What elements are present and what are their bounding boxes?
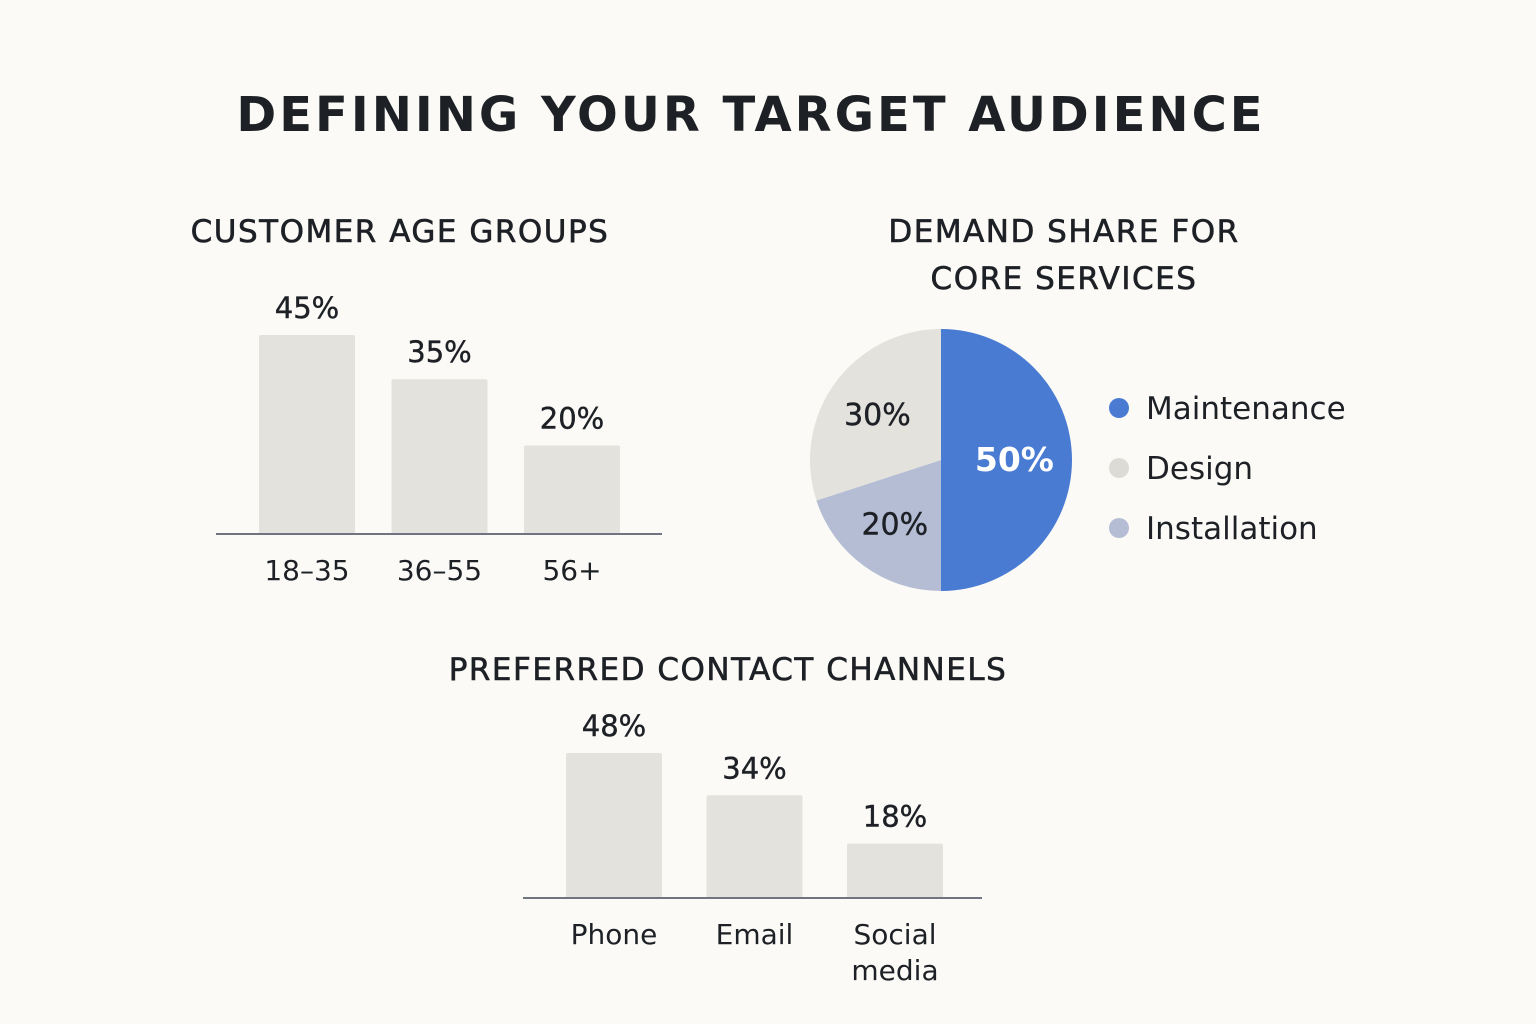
contact-tick-label-3-line-1: Social — [853, 918, 936, 951]
age-bar-2 — [391, 379, 488, 534]
age-value-label-2: 35% — [407, 335, 471, 369]
legend-label-design: Design — [1146, 451, 1253, 487]
contact-channels-chart: PREFERRED CONTACT CHANNELS 48% Phone 34% Em… — [448, 652, 1008, 987]
age-tick-label-2: 36–55 — [397, 554, 482, 587]
pie-slice-maintenance — [941, 329, 1072, 591]
demand-share-title-line-2: CORE SERVICES — [931, 261, 1198, 297]
pie-label-installation: 20% — [861, 508, 928, 543]
contact-bar-3 — [847, 843, 943, 898]
contact-value-label-3: 18% — [863, 800, 927, 834]
contact-value-label-1: 48% — [582, 709, 646, 743]
contact-tick-label-3-line-2: media — [851, 954, 938, 987]
legend-marker-design — [1109, 458, 1129, 478]
demand-share-title-line-1: DEMAND SHARE FOR — [888, 214, 1239, 250]
age-bar-3 — [524, 445, 620, 534]
legend-label-installation: Installation — [1146, 511, 1318, 547]
pie-slice-installation — [816, 460, 941, 591]
age-groups-title: CUSTOMER AGE GROUPS — [191, 214, 610, 250]
age-groups-chart: CUSTOMER AGE GROUPS 45% 18–35 35% 36–55 20% 5… — [190, 214, 662, 587]
demand-share-chart: DEMAND SHARE FOR CORE SERVICES 50% 20% 30%… — [810, 214, 1346, 591]
contact-value-label-2: 34% — [722, 751, 786, 785]
contact-channels-title: PREFERRED CONTACT CHANNELS — [449, 652, 1008, 688]
age-value-label-3: 20% — [540, 402, 604, 436]
contact-bar-2 — [706, 795, 803, 898]
pie-label-design: 30% — [844, 398, 911, 433]
contact-bar-1 — [566, 753, 662, 898]
age-bar-1 — [259, 335, 355, 534]
legend-marker-maintenance — [1109, 398, 1129, 418]
legend-label-maintenance: Maintenance — [1146, 391, 1346, 427]
page-title: DEFINING YOUR TARGET AUDIENCE — [236, 87, 1265, 143]
age-value-label-1: 45% — [275, 291, 339, 325]
legend-marker-installation — [1109, 518, 1129, 538]
pie-slice-design — [810, 329, 941, 501]
age-tick-label-1: 18–35 — [264, 554, 349, 587]
age-tick-label-3: 56+ — [542, 554, 601, 587]
contact-tick-label-2: Email — [716, 918, 794, 951]
contact-tick-label-1: Phone — [571, 918, 658, 951]
pie-label-maintenance: 50% — [975, 440, 1054, 479]
